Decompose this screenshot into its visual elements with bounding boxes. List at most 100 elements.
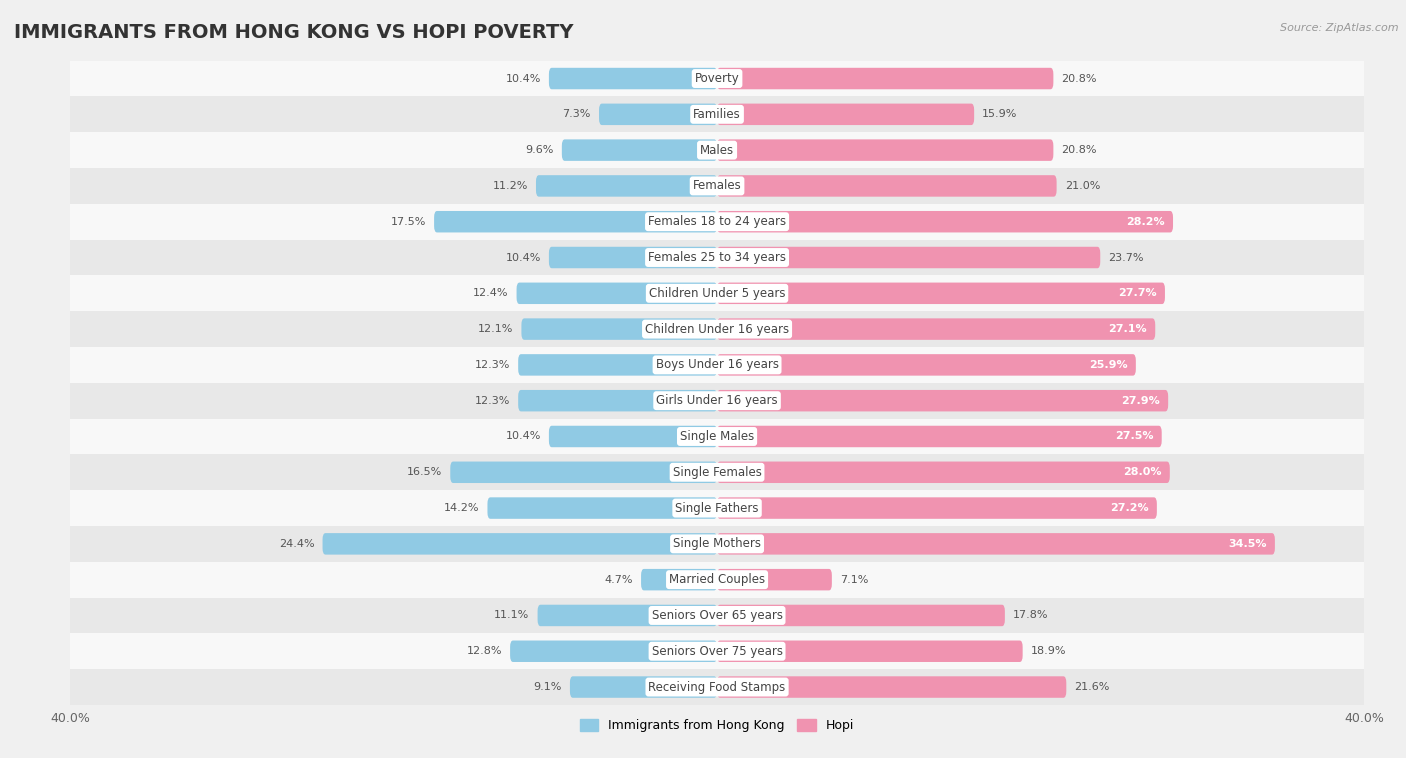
FancyBboxPatch shape — [717, 211, 1173, 233]
FancyBboxPatch shape — [322, 533, 717, 555]
Text: 9.6%: 9.6% — [526, 145, 554, 155]
FancyBboxPatch shape — [510, 641, 717, 662]
Text: 27.7%: 27.7% — [1118, 288, 1157, 299]
FancyBboxPatch shape — [717, 533, 1275, 555]
FancyBboxPatch shape — [717, 569, 832, 590]
FancyBboxPatch shape — [548, 67, 717, 89]
Text: Girls Under 16 years: Girls Under 16 years — [657, 394, 778, 407]
Text: 10.4%: 10.4% — [505, 74, 541, 83]
Text: 28.2%: 28.2% — [1126, 217, 1166, 227]
FancyBboxPatch shape — [537, 605, 717, 626]
FancyBboxPatch shape — [717, 104, 974, 125]
Bar — [70, 240, 1364, 275]
FancyBboxPatch shape — [516, 283, 717, 304]
Text: 15.9%: 15.9% — [983, 109, 1018, 119]
FancyBboxPatch shape — [450, 462, 717, 483]
Text: Males: Males — [700, 143, 734, 157]
Text: IMMIGRANTS FROM HONG KONG VS HOPI POVERTY: IMMIGRANTS FROM HONG KONG VS HOPI POVERT… — [14, 23, 574, 42]
Text: 17.5%: 17.5% — [391, 217, 426, 227]
Bar — [70, 204, 1364, 240]
Text: 21.6%: 21.6% — [1074, 682, 1109, 692]
Text: 14.2%: 14.2% — [444, 503, 479, 513]
Text: 12.4%: 12.4% — [472, 288, 509, 299]
Text: Poverty: Poverty — [695, 72, 740, 85]
Text: Receiving Food Stamps: Receiving Food Stamps — [648, 681, 786, 694]
Text: 12.3%: 12.3% — [475, 396, 510, 406]
Bar — [70, 61, 1364, 96]
Bar — [70, 132, 1364, 168]
Bar — [70, 168, 1364, 204]
Text: 27.9%: 27.9% — [1122, 396, 1160, 406]
FancyBboxPatch shape — [519, 354, 717, 376]
Bar — [70, 96, 1364, 132]
Bar — [70, 383, 1364, 418]
FancyBboxPatch shape — [434, 211, 717, 233]
Text: 9.1%: 9.1% — [533, 682, 562, 692]
Text: 16.5%: 16.5% — [406, 467, 441, 478]
Text: Single Females: Single Females — [672, 465, 762, 479]
FancyBboxPatch shape — [562, 139, 717, 161]
Text: 4.7%: 4.7% — [605, 575, 633, 584]
Text: Single Mothers: Single Mothers — [673, 537, 761, 550]
FancyBboxPatch shape — [717, 175, 1057, 196]
Bar — [70, 490, 1364, 526]
Bar — [70, 526, 1364, 562]
Text: Children Under 5 years: Children Under 5 years — [648, 287, 786, 300]
Bar — [70, 562, 1364, 597]
Bar — [70, 634, 1364, 669]
FancyBboxPatch shape — [717, 354, 1136, 376]
Bar — [70, 312, 1364, 347]
Text: 17.8%: 17.8% — [1012, 610, 1049, 621]
FancyBboxPatch shape — [717, 283, 1166, 304]
Text: 12.1%: 12.1% — [478, 324, 513, 334]
Bar — [70, 418, 1364, 454]
Text: Females 18 to 24 years: Females 18 to 24 years — [648, 215, 786, 228]
Text: 27.2%: 27.2% — [1111, 503, 1149, 513]
Text: 21.0%: 21.0% — [1064, 181, 1099, 191]
Text: 10.4%: 10.4% — [505, 252, 541, 262]
Text: Single Fathers: Single Fathers — [675, 502, 759, 515]
FancyBboxPatch shape — [717, 462, 1170, 483]
Text: 20.8%: 20.8% — [1062, 74, 1097, 83]
Text: Seniors Over 75 years: Seniors Over 75 years — [651, 645, 783, 658]
Text: 11.2%: 11.2% — [492, 181, 527, 191]
Text: Single Males: Single Males — [681, 430, 754, 443]
FancyBboxPatch shape — [717, 497, 1157, 518]
Text: 25.9%: 25.9% — [1090, 360, 1128, 370]
FancyBboxPatch shape — [717, 318, 1156, 340]
FancyBboxPatch shape — [717, 139, 1053, 161]
Text: 27.5%: 27.5% — [1115, 431, 1154, 441]
Bar — [70, 597, 1364, 634]
FancyBboxPatch shape — [717, 247, 1101, 268]
Text: Children Under 16 years: Children Under 16 years — [645, 323, 789, 336]
Text: Seniors Over 65 years: Seniors Over 65 years — [651, 609, 783, 622]
Legend: Immigrants from Hong Kong, Hopi: Immigrants from Hong Kong, Hopi — [575, 714, 859, 738]
FancyBboxPatch shape — [522, 318, 717, 340]
Text: 7.3%: 7.3% — [562, 109, 591, 119]
Text: 28.0%: 28.0% — [1123, 467, 1161, 478]
FancyBboxPatch shape — [599, 104, 717, 125]
Text: 12.8%: 12.8% — [467, 647, 502, 656]
FancyBboxPatch shape — [717, 641, 1022, 662]
Bar — [70, 669, 1364, 705]
Text: Source: ZipAtlas.com: Source: ZipAtlas.com — [1281, 23, 1399, 33]
Text: 23.7%: 23.7% — [1108, 252, 1144, 262]
Text: Married Couples: Married Couples — [669, 573, 765, 586]
Text: 11.1%: 11.1% — [495, 610, 530, 621]
Text: 27.1%: 27.1% — [1108, 324, 1147, 334]
Text: 24.4%: 24.4% — [278, 539, 315, 549]
Text: 20.8%: 20.8% — [1062, 145, 1097, 155]
FancyBboxPatch shape — [536, 175, 717, 196]
Text: 7.1%: 7.1% — [839, 575, 869, 584]
FancyBboxPatch shape — [519, 390, 717, 412]
Text: Families: Families — [693, 108, 741, 121]
Text: 12.3%: 12.3% — [475, 360, 510, 370]
Bar — [70, 454, 1364, 490]
FancyBboxPatch shape — [548, 426, 717, 447]
Text: Females: Females — [693, 180, 741, 193]
Text: Females 25 to 34 years: Females 25 to 34 years — [648, 251, 786, 264]
Bar — [70, 347, 1364, 383]
FancyBboxPatch shape — [717, 676, 1066, 698]
FancyBboxPatch shape — [717, 605, 1005, 626]
FancyBboxPatch shape — [717, 390, 1168, 412]
